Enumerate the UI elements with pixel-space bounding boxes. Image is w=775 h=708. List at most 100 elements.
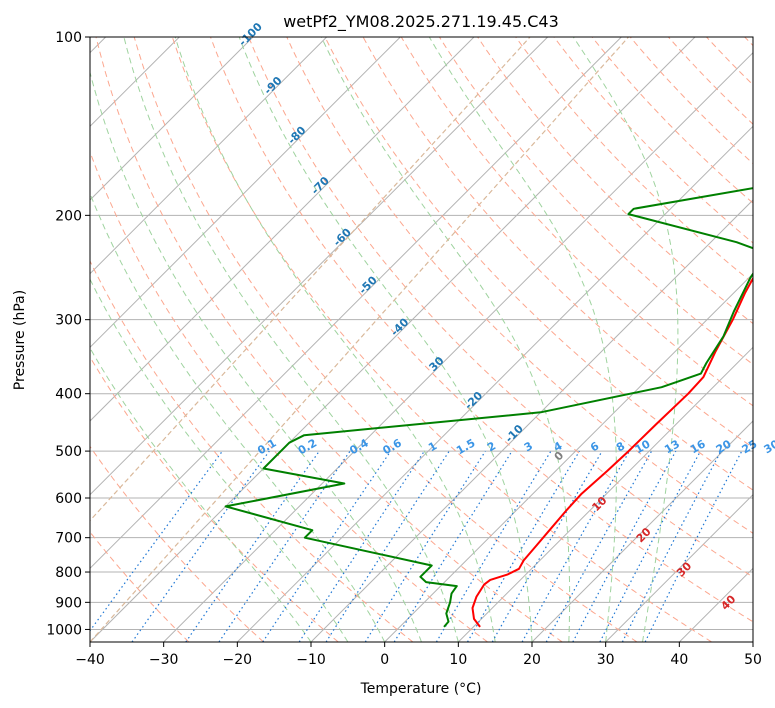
dry-adiabat-line xyxy=(706,37,753,86)
mixing-ratio-label: 20 xyxy=(714,437,734,456)
isotherm-label: -20 xyxy=(462,389,485,412)
moist-adiabat-line xyxy=(320,37,571,642)
mixing-ratio-label: 0.1 xyxy=(255,436,278,457)
isotherm-line xyxy=(90,37,328,275)
x-tick-label: 50 xyxy=(744,652,762,668)
moist-adiabat-line xyxy=(174,37,496,642)
isohume-line xyxy=(90,37,629,642)
x-tick-label: −30 xyxy=(149,652,179,668)
x-tick-label: 0 xyxy=(380,652,389,668)
x-tick-label: −40 xyxy=(75,652,105,668)
mixing-ratio-line xyxy=(262,450,392,642)
wetbulb-label: 40 xyxy=(718,592,738,612)
isotherm-line xyxy=(384,272,753,642)
chart-title: wetPf2_YM08.2025.271.19.45.C43 xyxy=(283,12,559,32)
wetbulb-label: 10 xyxy=(589,494,609,514)
x-axis: −40 −30 −20 −10 0 10 20 30 40 50 xyxy=(75,642,762,668)
isotherm-line xyxy=(236,125,753,642)
mixing-ratio-line xyxy=(466,450,580,642)
mixing-ratio-line xyxy=(364,450,486,642)
isotherm-line xyxy=(605,493,753,642)
x-tick-label: −20 xyxy=(223,652,253,668)
dry-adiabat-line xyxy=(324,37,753,491)
dry-adiabat-line xyxy=(210,37,753,623)
isotherm-line xyxy=(90,37,475,422)
profile-curves xyxy=(224,187,753,628)
y-tick-label: 700 xyxy=(55,531,82,547)
y-tick-label: 200 xyxy=(55,208,82,224)
dry-adiabat-line xyxy=(515,37,753,284)
mixing-ratio-label: 2 xyxy=(485,439,498,454)
mixing-ratio-line xyxy=(521,450,631,642)
mixing-ratio-label: 25 xyxy=(740,437,760,456)
dry-adiabat-line xyxy=(133,37,638,642)
mixing-ratio-line xyxy=(90,450,223,632)
isotherm-label: -100 xyxy=(236,20,265,49)
mixing-ratio-line xyxy=(218,450,351,642)
y-tick-label: 900 xyxy=(55,595,82,611)
moist-adiabat-line xyxy=(123,37,459,642)
mixing-ratio-label: 16 xyxy=(688,437,708,456)
moist-adiabat-line xyxy=(90,347,312,642)
dry-adiabat-line xyxy=(90,150,488,642)
isotherm-label: -90 xyxy=(261,74,284,97)
y-tick-label: 500 xyxy=(55,444,82,460)
y-tick-label: 800 xyxy=(55,565,82,581)
y-axis-label: Pressure (hPa) xyxy=(12,290,28,390)
dry-adiabat-line xyxy=(90,259,414,642)
isotherm-line xyxy=(90,37,696,642)
dry-adiabat-line xyxy=(90,445,264,642)
dry-adiabat-line xyxy=(744,37,753,47)
mixing-ratio-label: 13 xyxy=(662,437,682,456)
dry-adiabat-line xyxy=(591,37,753,204)
dry-adiabat-line xyxy=(171,37,712,642)
isotherm-line xyxy=(90,37,401,349)
isotherm-label: 30 xyxy=(427,354,447,374)
isotherm-line xyxy=(531,420,753,642)
mixing-ratio-line xyxy=(435,450,552,642)
y-tick-label: 400 xyxy=(55,387,82,403)
mixing-ratio-line xyxy=(185,450,320,642)
dry-adiabat-line xyxy=(248,37,753,578)
y-tick-label: 300 xyxy=(55,313,82,329)
mixing-ratio-line xyxy=(298,450,425,642)
moist-adiabat-line xyxy=(428,37,617,642)
isotherm-line xyxy=(163,51,753,642)
y-tick-label: 1000 xyxy=(46,622,82,638)
isotherm-line xyxy=(752,641,753,642)
mixing-ratio-line xyxy=(325,450,450,642)
mixing-ratio-line xyxy=(599,450,702,642)
y-tick-label: 100 xyxy=(55,30,82,46)
mixing-ratio-label: 30 xyxy=(762,437,775,456)
x-tick-label: 40 xyxy=(670,652,688,668)
x-axis-label: Temperature (°C) xyxy=(360,681,482,697)
dry-adiabat-line xyxy=(90,531,190,642)
isotherm-line xyxy=(457,346,753,642)
dry-adiabat-line xyxy=(95,37,563,642)
mixing-ratio-line xyxy=(572,450,677,642)
dry-adiabat-line xyxy=(438,37,753,366)
moist-adiabat-line xyxy=(90,278,349,642)
y-tick-label: 600 xyxy=(55,491,82,507)
dry-adiabat-line xyxy=(553,37,753,244)
mixing-ratio-line xyxy=(393,450,513,642)
moist-adiabat-line xyxy=(238,37,533,642)
temperature-profile-line xyxy=(471,276,753,628)
y-axis: 100 200 300 400 500 600 700 800 900 1000 xyxy=(46,30,90,638)
mixing-ratio-label: 10 xyxy=(633,437,653,456)
moist-adiabat-line xyxy=(90,192,386,642)
mixing-ratio-label: 6 xyxy=(588,439,601,454)
moist-adiabat-line xyxy=(572,37,679,642)
isotherm-line xyxy=(678,567,753,642)
mixing-ratio-label: 0.2 xyxy=(296,436,319,457)
isotherm-line xyxy=(90,37,549,496)
dewpoint-profile-line xyxy=(224,187,753,628)
wetbulb-label: 20 xyxy=(634,525,654,545)
reference-lines xyxy=(90,37,753,642)
mixing-ratio-line xyxy=(644,450,743,642)
x-tick-label: 20 xyxy=(523,652,541,668)
isotherm-line xyxy=(90,37,622,570)
isohume-line xyxy=(90,37,531,522)
plot-frame xyxy=(89,36,754,643)
